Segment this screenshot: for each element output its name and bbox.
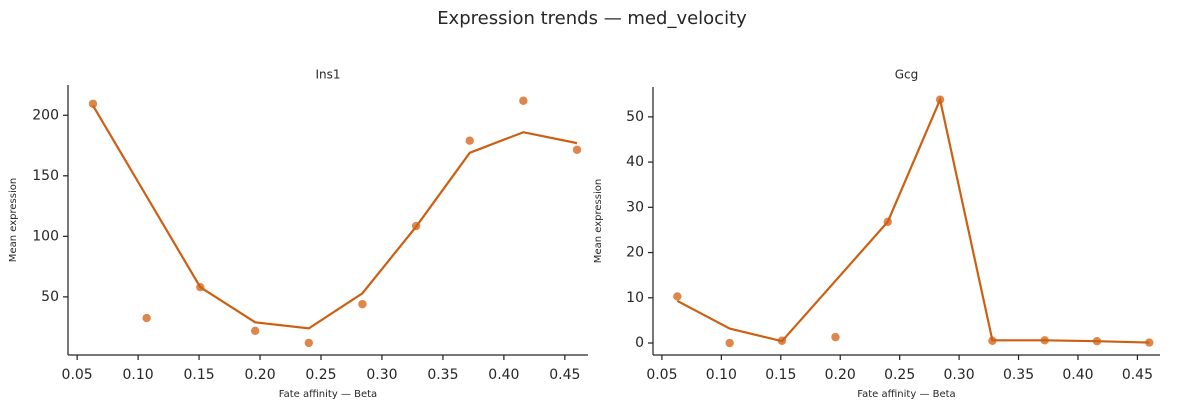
panel-title: Gcg [895, 68, 919, 82]
x-tick-label: 0.10 [706, 367, 737, 383]
y-tick-label: 200 [32, 107, 59, 123]
data-point [831, 332, 840, 342]
y-tick-label: 10 [626, 290, 644, 306]
x-tick-label: 0.30 [366, 367, 397, 383]
trend-line [676, 96, 1150, 344]
x-tick-label: 0.15 [183, 367, 214, 383]
y-tick-label: 150 [32, 168, 59, 184]
x-tick-label: 0.35 [427, 367, 458, 383]
data-point [673, 292, 682, 301]
x-tick-label: 0.05 [62, 367, 93, 383]
x-axis-label: Fate affinity — Beta [857, 389, 955, 400]
x-tick-label: 0.15 [765, 367, 796, 383]
x-tick-label: 0.05 [646, 367, 677, 383]
x-tick-label: 0.30 [944, 367, 975, 383]
y-tick-label: 40 [626, 154, 644, 170]
y-tick-label: 30 [626, 199, 644, 215]
y-tick-label: 0 [635, 335, 644, 351]
y-tick-label: 50 [41, 289, 59, 305]
x-tick-label: 0.20 [825, 367, 856, 383]
x-tick-label: 0.45 [549, 367, 580, 383]
y-tick-label: 20 [626, 245, 644, 261]
data-point [142, 313, 151, 323]
x-tick-label: 0.20 [244, 367, 275, 383]
x-tick-label: 0.25 [305, 367, 336, 383]
y-axis-label: Mean expression [593, 179, 604, 263]
data-point [465, 136, 474, 145]
data-point [572, 145, 582, 154]
data-point [519, 96, 528, 105]
y-tick-label: 100 [32, 228, 59, 244]
x-tick-label: 0.35 [1003, 367, 1034, 383]
figure-title: Expression trends — med_velocity [437, 8, 747, 29]
data-point [358, 299, 367, 309]
data-point [250, 326, 260, 335]
data-point [725, 338, 734, 348]
y-tick-label: 50 [626, 109, 644, 125]
trend-line [92, 105, 578, 330]
x-tick-label: 0.40 [1062, 367, 1093, 383]
x-tick-label: 0.10 [123, 367, 154, 383]
x-axis-label: Fate affinity — Beta [279, 389, 377, 400]
data-point [88, 99, 98, 108]
x-tick-label: 0.25 [884, 367, 915, 383]
y-axis-label: Mean expression [8, 178, 19, 262]
data-point [304, 338, 313, 348]
x-tick-label: 0.40 [488, 367, 519, 383]
x-tick-label: 0.45 [1122, 367, 1153, 383]
panel-title: Ins1 [315, 68, 340, 82]
